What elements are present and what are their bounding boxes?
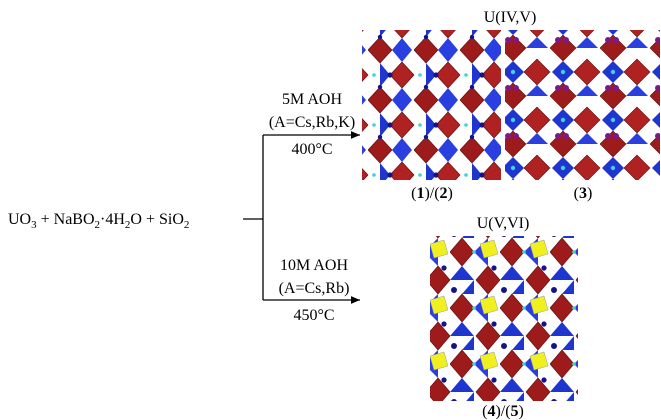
text-part: ·4H — [100, 211, 125, 228]
text-part: 2 — [184, 219, 190, 231]
crystal-structure — [430, 236, 578, 401]
oxidation-state: U(IV,V) — [484, 9, 537, 26]
product-label: (4)/(5) — [482, 403, 524, 420]
text-part: UO — [8, 211, 31, 228]
temperature: 400°C — [291, 141, 332, 158]
text-part: 4 — [487, 403, 495, 420]
condition: (A=Cs,Rb,K) — [269, 114, 355, 131]
text-part: ) — [448, 185, 453, 202]
product-label: (1)/(2) — [411, 185, 453, 202]
text-part: )/( — [424, 185, 439, 202]
text-part: ) — [519, 403, 524, 420]
text-part: + NaBO — [37, 211, 95, 228]
text-part: 1 — [416, 185, 424, 202]
condition: 10M AOH — [280, 257, 348, 274]
text-part: )/( — [495, 403, 510, 420]
temperature: 450°C — [293, 307, 334, 324]
condition: (A=Cs,Rb) — [279, 280, 350, 297]
crystal-structure — [362, 30, 501, 180]
reaction-scheme: UO3 + NaBO2·4H2O + SiO2 5M AOH (A=Cs,Rb,… — [0, 0, 661, 420]
condition: 5M AOH — [282, 91, 342, 108]
reactants: UO3 + NaBO2·4H2O + SiO2 — [8, 211, 189, 231]
text-part: 5 — [511, 403, 519, 420]
product-label: (3) — [574, 185, 593, 202]
text-part: O + SiO — [130, 211, 183, 228]
text-part: ) — [587, 185, 592, 202]
crystal-structure — [505, 30, 660, 180]
text-part: 2 — [440, 185, 448, 202]
text-part: 3 — [579, 185, 587, 202]
oxidation-state: U(V,VI) — [477, 215, 530, 232]
